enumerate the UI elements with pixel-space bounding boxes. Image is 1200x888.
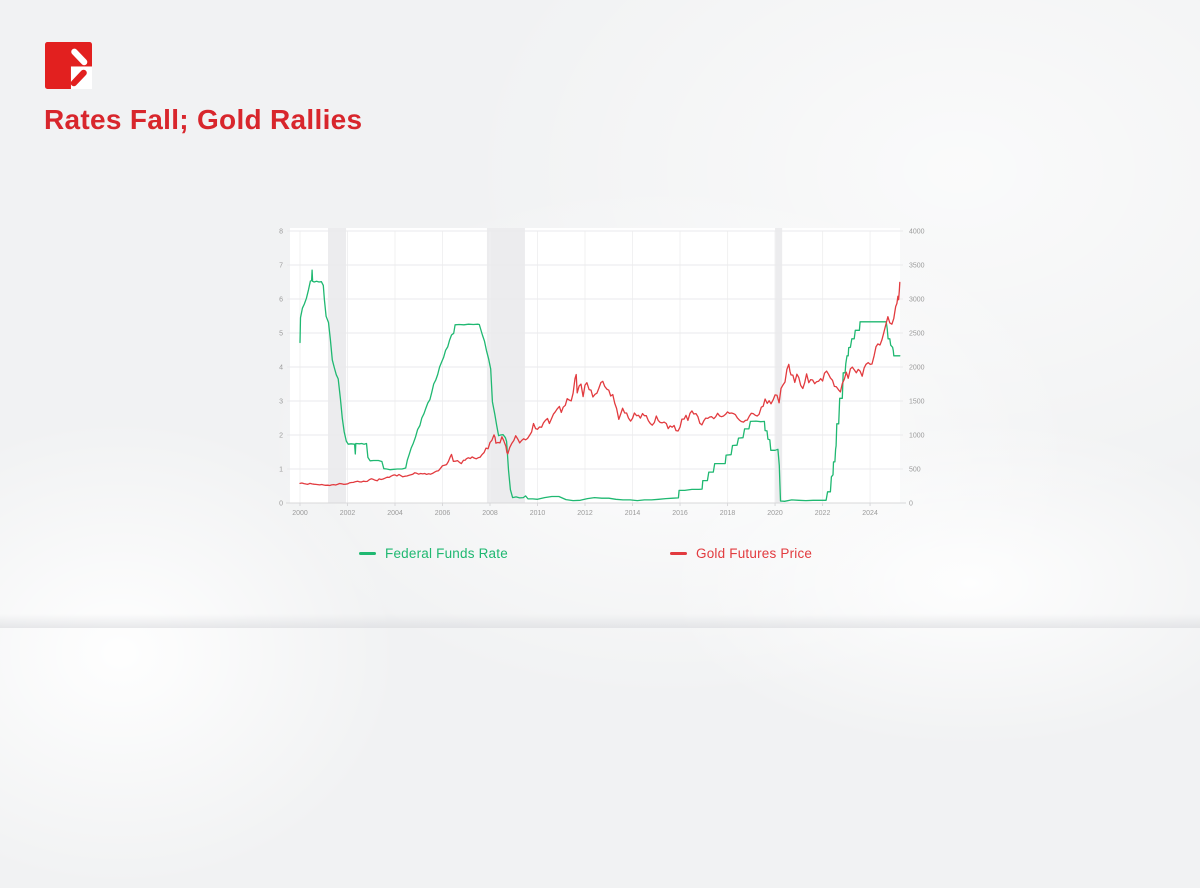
right-axis-tick-label: 2000: [909, 365, 925, 372]
x-axis-tick-label: 2002: [340, 510, 356, 517]
x-axis-tick-label: 2022: [815, 510, 831, 517]
brand-logo-icon: [45, 42, 92, 89]
plot-background: [290, 228, 900, 503]
right-axis-tick-label: 1500: [909, 399, 925, 406]
series-line-right: [299, 281, 901, 487]
left-axis-tick-label: 7: [279, 263, 283, 270]
logo-stroke-bottom: [70, 69, 87, 87]
right-axis-tick-label: 4000: [909, 229, 925, 236]
bottom-shade: [0, 614, 1200, 628]
right-axis-tick-label: 500: [909, 467, 921, 474]
right-axis-tick-label: 3000: [909, 297, 925, 304]
chart-canvas: 0 1 2 3 4 5 6 7 8 0 500 1000 1500 2000 2500 3000 3500 400…: [279, 228, 925, 517]
left-axis-tick-label: 5: [279, 331, 283, 338]
left-axis-tick-label: 8: [279, 229, 283, 236]
x-axis-tick-label: 2010: [530, 510, 546, 517]
legend-swatch-gold-futures-price: [670, 552, 687, 555]
x-axis-tick-label: 2018: [720, 510, 736, 517]
recession-band: [775, 228, 783, 503]
x-axis-tick-label: 2024: [862, 510, 878, 517]
x-axis-tick-label: 2004: [387, 510, 403, 517]
legend-item-federal-funds-rate: Federal Funds Rate: [359, 546, 508, 561]
left-axis-tick-label: 1: [279, 467, 283, 474]
right-axis-tick-label: 1000: [909, 433, 925, 440]
left-axis-tick-label: 2: [279, 433, 283, 440]
series-line-left: [299, 269, 901, 502]
left-axis-tick-label: 0: [279, 501, 283, 508]
x-axis-tick-label: 2016: [672, 510, 688, 517]
left-axis-tick-label: 6: [279, 297, 283, 304]
x-axis-tick-label: 2012: [577, 510, 593, 517]
left-axis-tick-label: 4: [279, 365, 283, 372]
page-title: Rates Fall; Gold Rallies: [44, 104, 363, 135]
recession-band: [328, 228, 347, 503]
x-axis-tick-label: 2000: [292, 510, 308, 517]
legend-swatch-federal-funds-rate: [359, 552, 376, 555]
x-axis-tick-label: 2014: [625, 510, 641, 517]
recession-band: [486, 228, 525, 503]
left-axis-tick-label: 3: [279, 399, 283, 406]
x-axis-tick-label: 2006: [435, 510, 451, 517]
x-axis-tick-label: 2020: [767, 510, 783, 517]
legend-label-gold-futures-price: Gold Futures Price: [696, 546, 813, 561]
right-axis-tick-label: 0: [909, 501, 913, 508]
legend-item-gold-futures-price: Gold Futures Price: [670, 546, 812, 561]
x-axis-tick-label: 2008: [482, 510, 498, 517]
logo-stroke-top: [71, 48, 88, 66]
chart-area: 0 1 2 3 4 5 6 7 8 0 500 1000 1500 2000 2500 3000 3500 400…: [270, 218, 935, 528]
right-axis-tick-label: 2500: [909, 331, 925, 338]
right-axis-tick-label: 3500: [909, 263, 925, 270]
legend-label-federal-funds-rate: Federal Funds Rate: [385, 546, 508, 561]
